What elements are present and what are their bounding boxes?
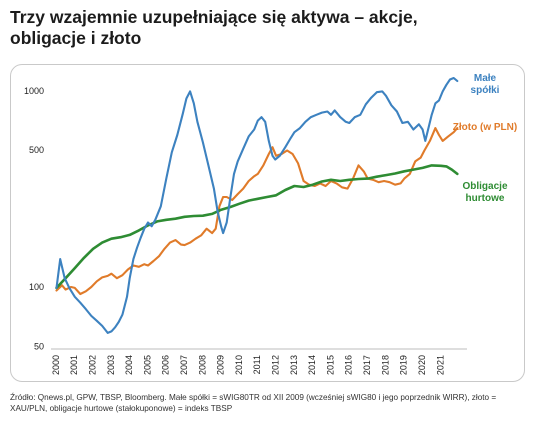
x-tick-label: 2005 <box>142 355 152 375</box>
x-tick-label: 2002 <box>87 355 97 375</box>
x-tick-label: 2008 <box>197 355 207 375</box>
x-tick-label: 2019 <box>399 355 409 375</box>
x-tick-label: 2007 <box>179 355 189 375</box>
x-tick-label: 2020 <box>417 355 427 375</box>
series-line-zloto-w-pln <box>55 127 459 296</box>
x-tick-label: 2016 <box>344 355 354 375</box>
label-layer: Małe spółki Złoto (w PLN) Obligacje hurtowe <box>453 73 517 204</box>
chart-frame: 2000 2001 2002 2003 2004 2005 2006 2007 2008 2009… <box>10 64 525 382</box>
y-tick-label: 100 <box>29 282 44 292</box>
x-tick-label: 2000 <box>51 355 61 375</box>
x-tick-label: 2017 <box>362 355 372 375</box>
x-tick-label: 2009 <box>216 355 226 375</box>
chart-title-line-2: obligacje i złoto <box>10 28 142 48</box>
series-layer <box>55 76 459 334</box>
source-note: Źródło: Qnews.pl, GPW, TBSP, Bloomberg. … <box>10 393 497 413</box>
x-tick-label: 2011 <box>252 355 262 374</box>
y-tick-label: 50 <box>34 341 44 351</box>
chart-title: Trzy wzajemnie uzupełniające się aktywa … <box>10 7 510 49</box>
x-tick-label: 2021 <box>435 355 445 375</box>
x-tick-label: 2006 <box>161 355 171 375</box>
series-label-male-spolki: Małe spółki <box>471 73 500 96</box>
x-tick-label: 2010 <box>234 355 244 375</box>
series-label-zloto: Złoto (w PLN) <box>453 122 517 133</box>
y-tick-label: 1000 <box>24 86 44 96</box>
x-tick-label: 2018 <box>380 355 390 375</box>
x-tick-label: 2001 <box>69 355 79 375</box>
line-chart: 2000 2001 2002 2003 2004 2005 2006 2007 2008 2009… <box>24 73 517 375</box>
x-tick-label: 2014 <box>307 355 317 375</box>
x-tick-label: 2004 <box>124 355 134 375</box>
x-tick-label: 2003 <box>106 355 116 375</box>
x-tick-label: 2012 <box>270 355 280 375</box>
series-label-obligacje-hurtowe: Obligacje hurtowe <box>462 181 507 204</box>
x-tick-label: 2013 <box>289 355 299 375</box>
axis-layer: 2000 2001 2002 2003 2004 2005 2006 2007 2008 2009… <box>24 86 467 375</box>
series-line-obligacje-hurtowe <box>55 164 459 290</box>
chart-title-line-1: Trzy wzajemnie uzupełniające się aktywa … <box>10 7 418 27</box>
series-line-male-spolki <box>55 76 459 334</box>
x-tick-label: 2015 <box>325 355 335 375</box>
y-tick-label: 500 <box>29 145 44 155</box>
